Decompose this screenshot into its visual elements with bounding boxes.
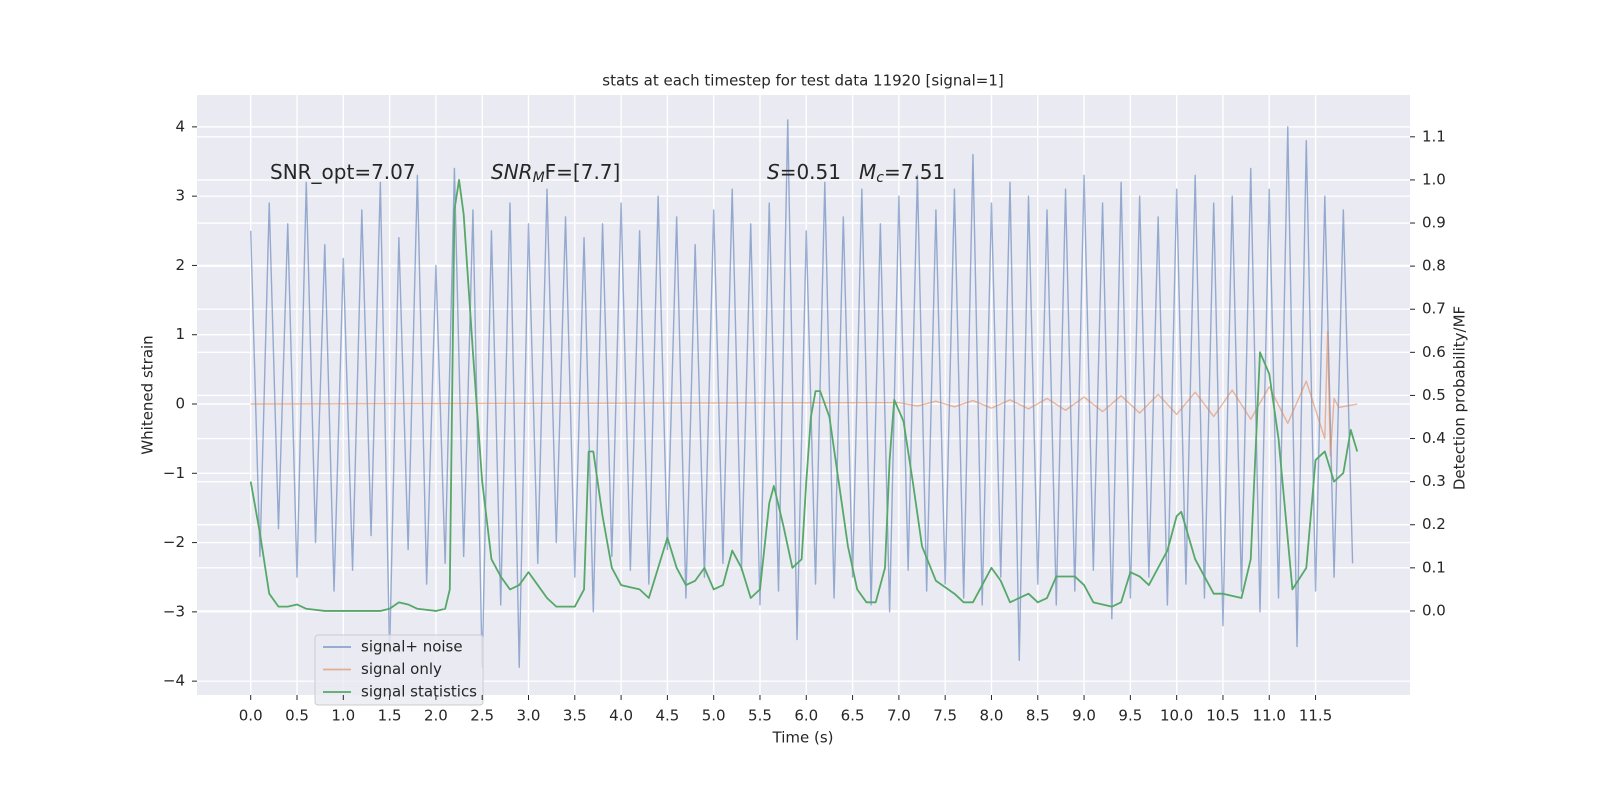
y2-axis-label: Detection probability/MF — [1451, 306, 1469, 490]
annotation-text: SNR_opt=7.07 — [270, 160, 416, 184]
y2-tick-label: 0.5 — [1422, 386, 1446, 404]
legend-label: signal statistics — [361, 683, 477, 701]
x-tick-label: 5.0 — [702, 707, 726, 725]
annotation-text: =7.51 — [884, 160, 945, 184]
y-tick-label: −1 — [163, 464, 185, 482]
y2-tick-label: 0.9 — [1422, 214, 1446, 232]
x-tick-label: 0.0 — [239, 707, 263, 725]
x-tick-label: 0.5 — [285, 707, 309, 725]
y2-tick-label: 0.8 — [1422, 257, 1446, 275]
y-tick-label: 1 — [175, 325, 185, 343]
x-tick-label: 9.0 — [1072, 707, 1096, 725]
y-tick-label: −4 — [163, 672, 185, 690]
series-line — [250, 330, 1358, 457]
legend-box — [314, 634, 484, 706]
x-tick-label: 11.0 — [1253, 707, 1286, 725]
y-tick-label: 4 — [175, 117, 185, 135]
x-tick-label: 8.5 — [1026, 707, 1050, 725]
legend: signal+ noise signal only signal statistic… — [314, 634, 484, 706]
annotation: SNR_opt=7.07 — [270, 160, 416, 184]
y-tick-label: −2 — [163, 533, 185, 551]
legend-label: signal+ noise — [361, 638, 463, 656]
y2-tick-label: 0.2 — [1422, 515, 1446, 533]
x-tick-label: 11.5 — [1299, 707, 1332, 725]
annotation-text: =0.51 — [780, 160, 841, 184]
x-tick-label: 1.5 — [378, 707, 402, 725]
y-tick-label: 0 — [175, 395, 185, 413]
annotation-subscript: c — [876, 170, 884, 186]
y2-tick-label: 0.6 — [1422, 343, 1446, 361]
x-tick-label: 7.0 — [887, 707, 911, 725]
plot — [249, 119, 1359, 668]
legend-label: signal only — [361, 660, 442, 678]
annotation-text: M — [859, 160, 876, 184]
y2-tick-label: 0.0 — [1422, 601, 1446, 619]
x-tick-label: 9.5 — [1118, 707, 1142, 725]
annotation-text: F=[7.7] — [545, 160, 621, 184]
y2-tick-label: 0.7 — [1422, 300, 1446, 318]
x-tick-label: 6.0 — [794, 707, 818, 725]
x-tick-label: 6.5 — [841, 707, 865, 725]
y2-tick-label: 0.3 — [1422, 472, 1446, 490]
series-line — [249, 179, 1359, 612]
y-tick-label: 2 — [175, 256, 185, 274]
annotation-text: S — [767, 160, 780, 184]
x-tick-label: 7.5 — [933, 707, 957, 725]
y2-tick-label: 0.4 — [1422, 429, 1446, 447]
annotation-subscript: M — [533, 170, 545, 186]
x-tick-label: 2.0 — [424, 707, 448, 725]
annotation-text: SNR — [491, 160, 533, 184]
y2-tick-label: 1.1 — [1422, 127, 1446, 145]
x-tick-label: 10.5 — [1206, 707, 1239, 725]
y2-tick-label: 1.0 — [1422, 170, 1446, 188]
x-tick-label: 5.5 — [748, 707, 772, 725]
x-tick-label: 4.5 — [655, 707, 679, 725]
x-tick-label: 10.0 — [1160, 707, 1193, 725]
x-tick-label: 4.0 — [609, 707, 633, 725]
series-line — [250, 119, 1354, 668]
y-tick-label: 3 — [175, 187, 185, 205]
annotation: Mc=7.51 — [859, 160, 945, 187]
chart-title: stats at each timestep for test data 119… — [602, 72, 1003, 90]
x-tick-label: 8.0 — [980, 707, 1004, 725]
annotation: SNRMF=[7.7] — [491, 160, 620, 187]
x-tick-label: 3.5 — [563, 707, 587, 725]
annotation: S=0.51 — [767, 160, 841, 184]
x-tick-label: 3.0 — [517, 707, 541, 725]
y2-tick-label: 0.1 — [1422, 558, 1446, 576]
x-tick-label: 1.0 — [331, 707, 355, 725]
y-axis-label: Whitened strain — [139, 335, 157, 454]
x-tick-label: 2.5 — [470, 707, 494, 725]
y-tick-label: −3 — [163, 602, 185, 620]
x-axis-label: Time (s) — [772, 729, 834, 747]
